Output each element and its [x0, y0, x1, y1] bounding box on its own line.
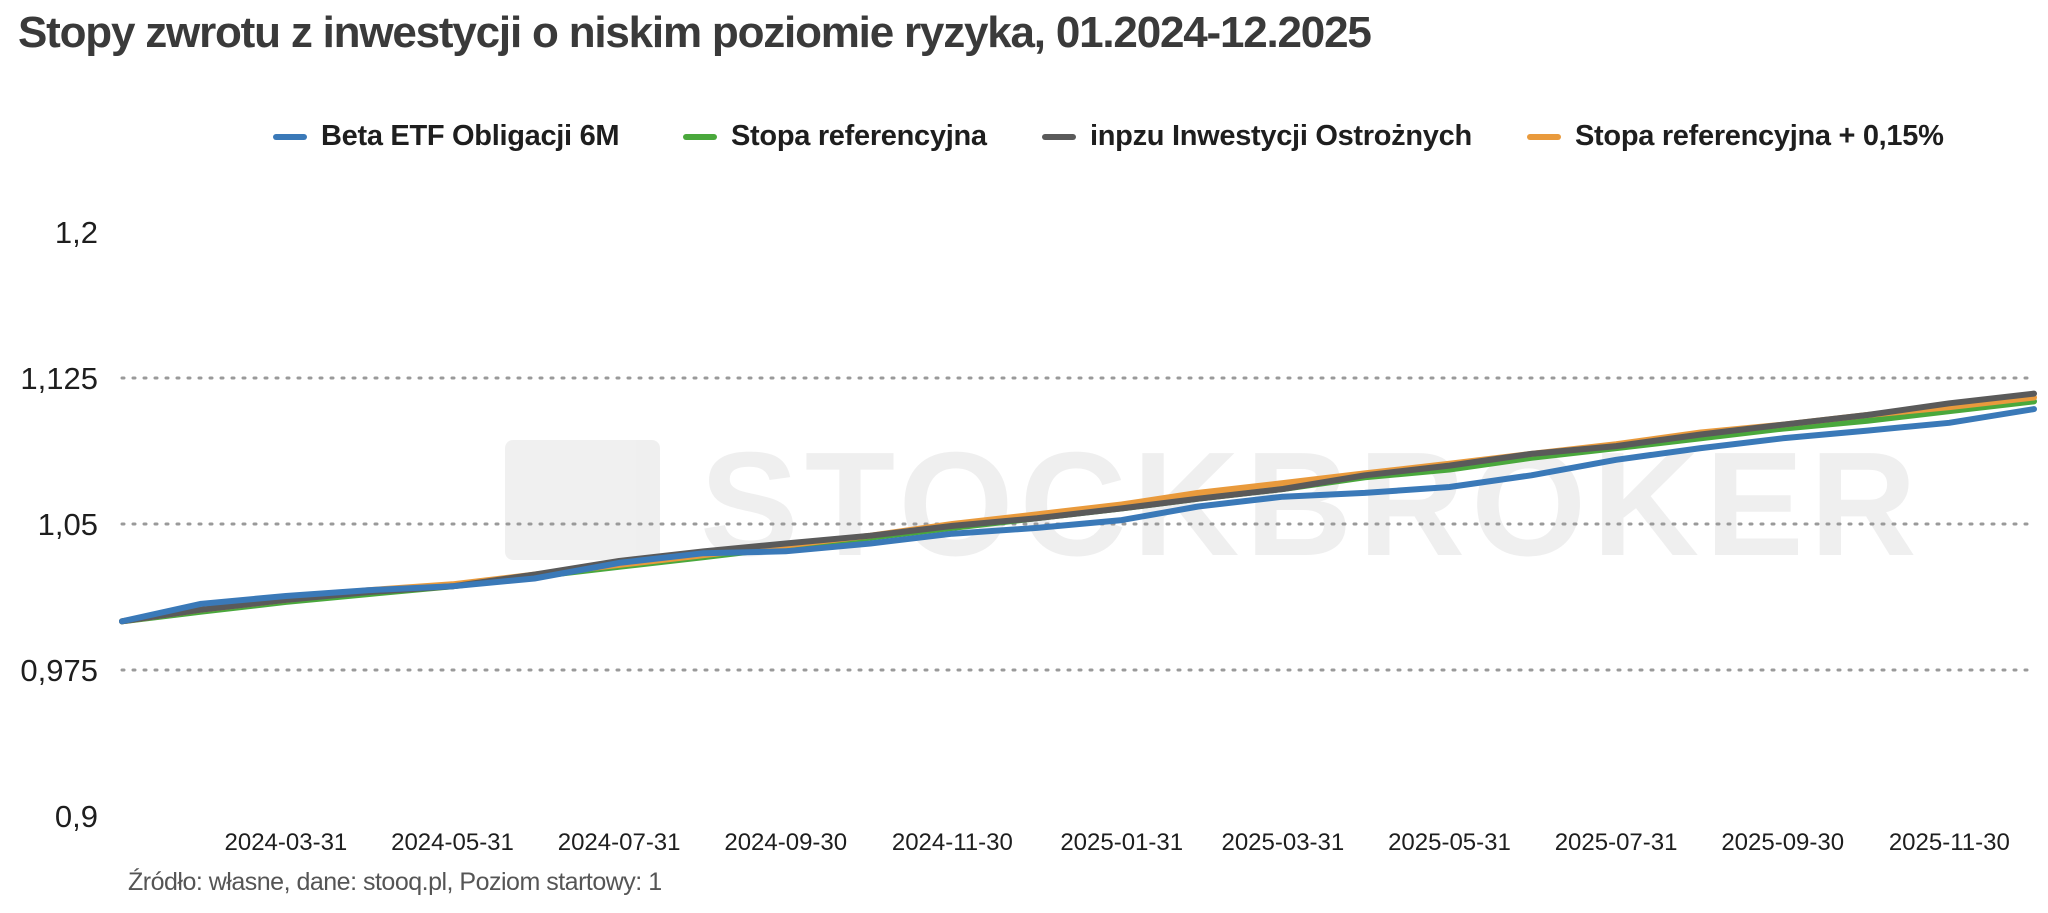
- y-tick-label: 1,05: [38, 507, 98, 542]
- x-tick-label: 2025-11-30: [1889, 829, 2010, 856]
- legend-label: Stopa referencyjna: [731, 120, 987, 152]
- series-line-0: [119, 406, 2037, 625]
- legend: Beta ETF Obligacji 6M Stopa referencyjna i…: [0, 120, 2048, 160]
- x-tick-label: 2024-11-30: [892, 829, 1013, 856]
- x-tick-label: 2024-05-31: [391, 829, 514, 856]
- legend-swatch: [1527, 133, 1561, 140]
- y-tick-label: 0,9: [55, 799, 98, 834]
- legend-label: Stopa referencyjna + 0,15%: [1575, 120, 1944, 152]
- legend-swatch: [1042, 133, 1076, 140]
- legend-label: inpzu Inwestycji Ostrożnych: [1090, 120, 1472, 152]
- x-tick-label: 2025-03-31: [1221, 829, 1344, 856]
- x-tick-label: 2024-03-31: [225, 829, 348, 856]
- legend-swatch: [683, 133, 717, 140]
- watermark-logo-mark: [505, 440, 660, 560]
- y-tick-label: 1,2: [55, 215, 98, 250]
- x-tick-label: 2025-09-30: [1721, 829, 1844, 856]
- y-axis: 0,9 0,975 1,05 1,125 1,2: [20, 215, 98, 834]
- legend-item: Stopa referencyjna: [683, 120, 987, 153]
- x-tick-label: 2025-07-31: [1555, 829, 1678, 856]
- chart-title: Stopy zwrotu z inwestycji o niskim pozio…: [18, 8, 1372, 57]
- watermark-text: STOCKBROKER: [700, 422, 1923, 587]
- legend-label: Beta ETF Obligacji 6M: [321, 120, 620, 152]
- x-tick-label: 2025-05-31: [1388, 829, 1511, 856]
- x-tick-label: 2025-01-31: [1060, 829, 1183, 856]
- y-tick-label: 0,975: [20, 653, 98, 688]
- x-tick-label: 2024-07-31: [558, 829, 681, 856]
- legend-item: Stopa referencyjna + 0,15%: [1527, 120, 1944, 153]
- x-axis: 2024-03-31 2024-05-31 2024-07-31 2024-09-30…: [225, 829, 2010, 856]
- legend-item: Beta ETF Obligacji 6M: [273, 120, 620, 153]
- legend-item: inpzu Inwestycji Ostrożnych: [1042, 120, 1472, 153]
- x-tick-label: 2024-09-30: [724, 829, 847, 856]
- series-lines: [119, 390, 2037, 625]
- legend-swatch: [273, 133, 307, 140]
- source-note: Źródło: własne, dane: stooq.pl, Poziom s…: [128, 868, 662, 896]
- y-tick-label: 1,125: [20, 361, 98, 396]
